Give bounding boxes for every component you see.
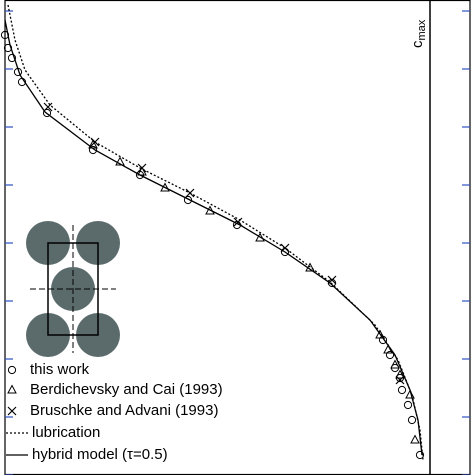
- marker: [383, 344, 393, 354]
- cmax-subscript: max: [416, 19, 428, 40]
- marker: [405, 389, 415, 399]
- marker: [205, 205, 215, 215]
- marker: [395, 375, 405, 385]
- marker: [397, 385, 407, 395]
- marker: [395, 369, 405, 379]
- marker: [390, 359, 400, 369]
- marker: [375, 329, 385, 339]
- inset-diagram: [26, 221, 120, 357]
- legend-label: lubrication: [32, 424, 100, 441]
- marker: [410, 434, 420, 444]
- cmax-label: cmax: [409, 19, 428, 48]
- series-line: [7, 4, 424, 461]
- series-line: [4, 19, 423, 456]
- marker: [88, 145, 98, 155]
- marker: [137, 166, 147, 176]
- marker: [415, 450, 425, 460]
- marker: [115, 156, 125, 166]
- marker: [137, 163, 147, 173]
- legend-label: hybrid model (τ=0.5): [32, 446, 168, 463]
- marker: [7, 406, 17, 416]
- legend-label: this work: [30, 361, 90, 378]
- marker: [7, 384, 17, 394]
- marker: [7, 53, 17, 63]
- marker: [403, 400, 413, 410]
- legend-label: Bruschke and Advani (1993): [30, 402, 218, 419]
- marker: [43, 102, 53, 112]
- marker: [255, 232, 265, 242]
- cmax-text: c: [409, 40, 426, 48]
- legend-label: Berdichevsky and Cai (1993): [30, 381, 223, 398]
- marker: [42, 108, 52, 118]
- marker: [160, 182, 170, 192]
- marker: [407, 415, 417, 425]
- marker: [385, 350, 395, 360]
- marker: [183, 195, 193, 205]
- marker: [7, 365, 17, 375]
